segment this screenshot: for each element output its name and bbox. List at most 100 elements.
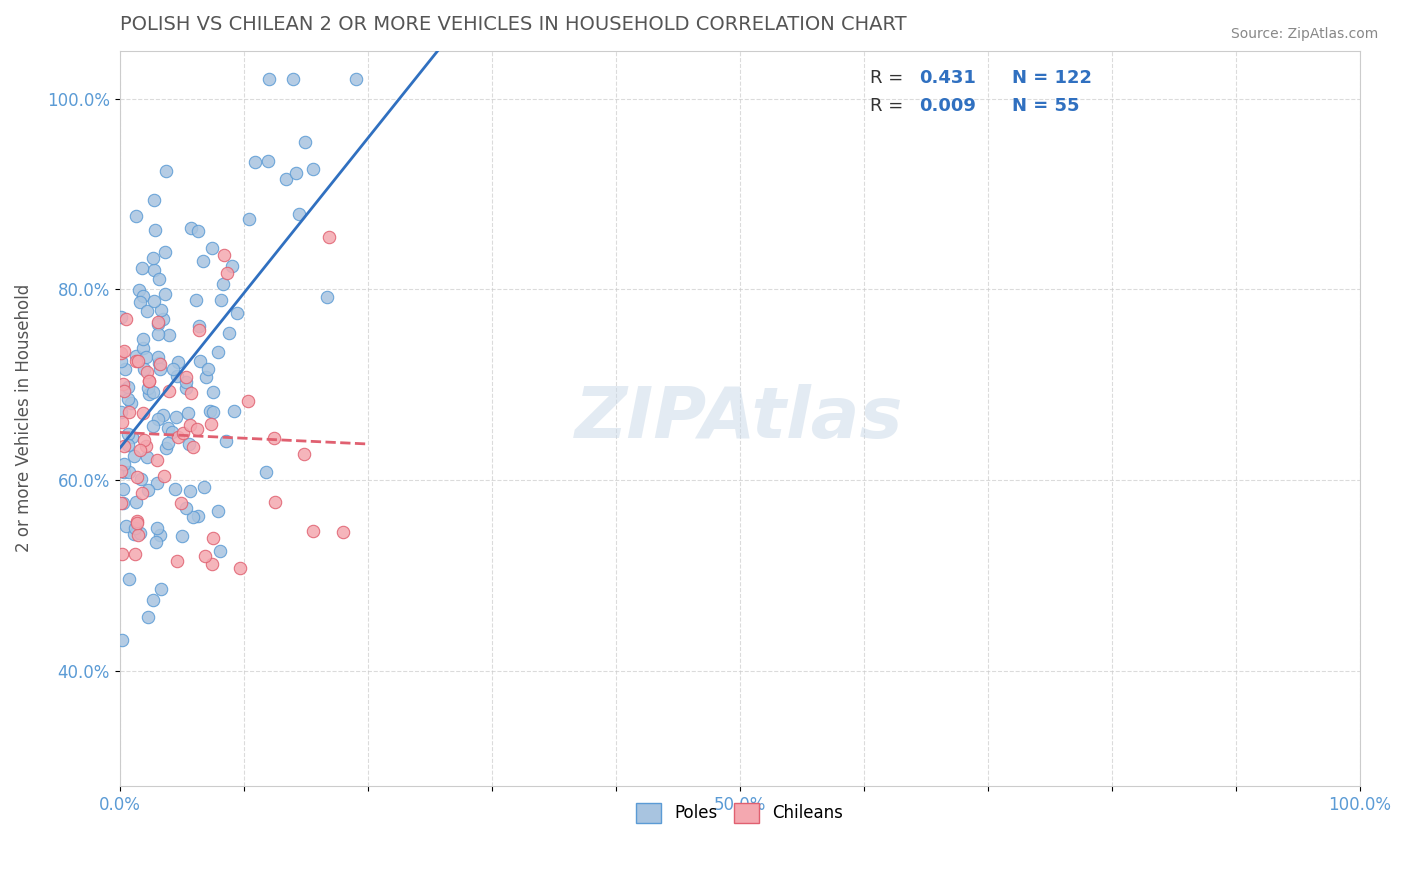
Poles [165,410,187,425]
Chileans [264,494,287,508]
Text: N = 55: N = 55 [1012,97,1080,115]
Poles [183,510,205,524]
Chileans [132,433,155,447]
Poles [142,384,165,399]
Poles [149,362,172,376]
Poles [208,544,231,558]
Chileans [201,558,224,572]
Poles [316,290,339,304]
Chileans [127,528,149,542]
Chileans [111,415,134,429]
Poles [117,426,139,441]
Poles [157,328,180,343]
Poles [156,421,179,435]
Poles [135,450,157,465]
Poles [110,405,132,419]
Chileans [132,406,155,420]
Poles [145,535,167,549]
Chileans [217,266,239,280]
Chileans [125,516,148,530]
Poles [117,392,139,407]
Poles [194,370,217,384]
Chileans [125,514,148,528]
Text: N = 122: N = 122 [1012,69,1092,87]
Poles [112,457,135,471]
Poles [225,306,247,320]
Chileans [229,561,252,575]
Chileans [166,429,188,443]
Chileans [111,547,134,561]
Poles [166,355,188,369]
Poles [149,528,172,542]
Poles [114,519,136,533]
Chileans [174,369,197,384]
Poles [131,261,153,276]
Poles [218,326,240,341]
Poles [179,484,201,499]
Poles [149,302,172,317]
Poles [146,318,169,332]
Poles [124,450,146,464]
Chileans [110,346,132,360]
Chileans [301,524,323,538]
Chileans [292,447,315,461]
Poles [155,442,177,456]
Poles [118,573,141,587]
Poles [187,224,209,238]
Poles [121,430,143,444]
Text: Source: ZipAtlas.com: Source: ZipAtlas.com [1230,27,1378,41]
Chileans [118,404,141,418]
Chileans [127,470,149,484]
Chileans [112,377,135,392]
Y-axis label: 2 or more Vehicles in Household: 2 or more Vehicles in Household [15,285,32,552]
Chileans [179,418,201,433]
Chileans [172,425,194,440]
Poles [201,241,224,255]
Poles [118,466,141,480]
Poles [162,362,184,376]
Poles [117,437,139,451]
Poles [138,387,160,401]
Poles [146,521,169,535]
Poles [166,369,188,384]
Chileans [115,311,138,326]
Poles [152,312,174,326]
Poles [222,404,245,418]
Poles [132,361,155,376]
Poles [110,353,132,368]
Chileans [263,431,285,445]
Poles [193,480,215,494]
Poles [146,412,169,426]
Poles [136,304,159,318]
Chileans [110,464,132,478]
Chileans [112,344,135,359]
Legend: Poles, Chileans: Poles, Chileans [623,789,856,836]
Chileans [200,417,222,431]
Poles [138,381,160,395]
Poles [281,72,304,87]
Poles [110,310,132,325]
Poles [131,332,153,346]
Chileans [112,438,135,452]
Text: ZIPAtlas: ZIPAtlas [575,384,904,453]
Poles [112,482,135,496]
Poles [155,287,177,301]
Poles [174,500,197,515]
Poles [170,529,193,543]
Poles [114,361,136,376]
Poles [243,155,266,169]
Chileans [181,440,204,454]
Poles [202,384,225,399]
Chileans [188,323,211,337]
Text: 0.431: 0.431 [920,69,976,87]
Poles [257,72,280,87]
Poles [142,262,165,277]
Chileans [201,531,224,545]
Poles [142,418,165,433]
Poles [176,375,198,389]
Chileans [236,394,259,409]
Poles [180,220,202,235]
Poles [129,471,152,485]
Poles [179,437,201,451]
Poles [187,509,209,524]
